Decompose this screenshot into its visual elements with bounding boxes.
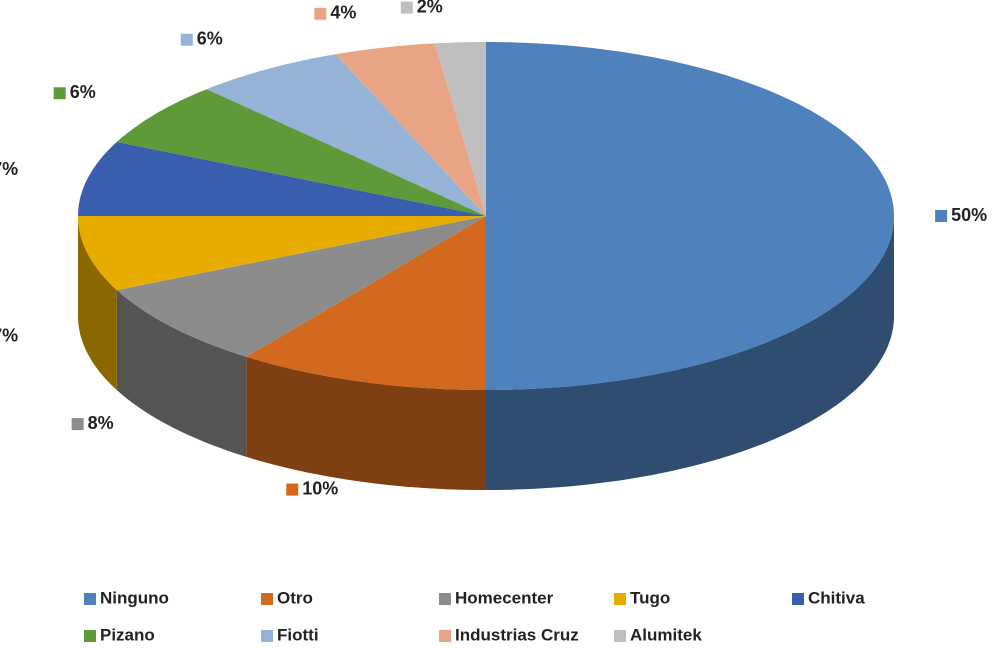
legend-label: Otro <box>277 588 313 607</box>
slice <box>206 54 486 217</box>
legend-label: Homecenter <box>455 588 554 607</box>
legend-marker <box>84 630 96 642</box>
data-label-marker <box>935 210 948 222</box>
data-label: 7% <box>0 159 18 179</box>
legend-label: Tugo <box>630 588 670 607</box>
data-label-marker <box>71 418 84 431</box>
data-label: 8% <box>88 413 114 433</box>
data-label: 2% <box>417 0 443 16</box>
data-label: 6% <box>70 82 96 102</box>
legend-marker <box>792 593 804 605</box>
data-label-marker <box>400 1 413 14</box>
slice <box>78 141 486 216</box>
slice-side <box>246 356 486 490</box>
legend-marker <box>439 593 451 605</box>
data-label: 10% <box>302 478 338 498</box>
legend-marker <box>261 593 273 605</box>
slice-side <box>486 216 894 490</box>
slice-side <box>78 216 117 391</box>
legend-marker <box>261 630 273 642</box>
legend-marker <box>614 593 626 605</box>
legend-label: Ninguno <box>100 588 169 607</box>
slice-side-shade <box>486 216 894 490</box>
legend-marker <box>614 630 626 642</box>
slice <box>116 216 487 357</box>
data-label: 6% <box>197 28 223 48</box>
slice <box>116 89 487 216</box>
slice <box>78 216 486 291</box>
slice <box>246 216 486 390</box>
data-label: 4% <box>330 3 356 23</box>
legend-label: Alumitek <box>630 625 702 644</box>
slice-side-shade <box>78 216 117 391</box>
data-label-marker <box>180 33 193 46</box>
slice-side-shade <box>246 356 486 490</box>
data-label: 7% <box>0 325 18 345</box>
data-label-marker <box>314 7 327 20</box>
slice-side <box>116 290 247 457</box>
data-label-marker <box>286 483 299 496</box>
legend-label: Industrias Cruz <box>455 625 579 644</box>
slice <box>434 42 486 216</box>
data-label-marker <box>53 87 66 100</box>
slice <box>486 42 894 390</box>
slice-side-shade <box>116 290 247 457</box>
legend-label: Pizano <box>100 625 155 644</box>
legend-label: Chitiva <box>808 588 865 607</box>
slice <box>335 43 486 217</box>
legend-label: Fiotti <box>277 625 319 644</box>
legend-marker <box>84 593 96 605</box>
legend-marker <box>439 630 451 642</box>
data-label: 50% <box>951 205 987 225</box>
